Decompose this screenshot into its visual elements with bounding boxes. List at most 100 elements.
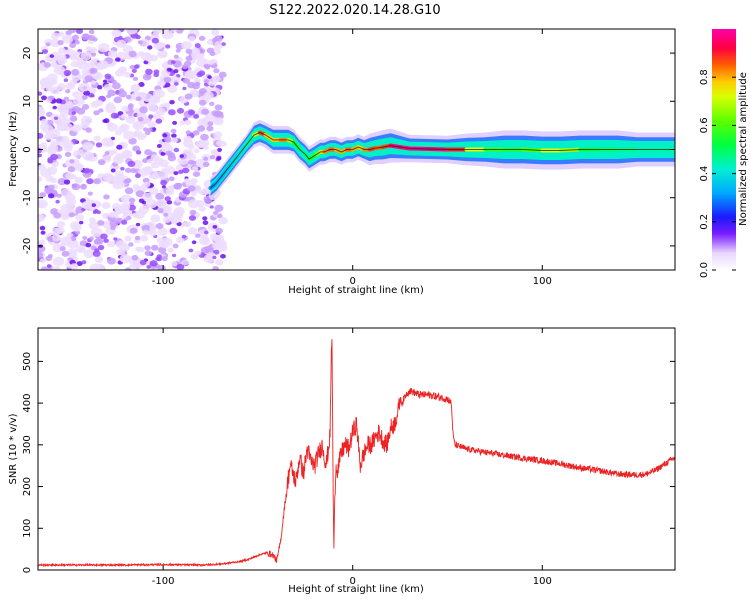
noise-blob <box>174 206 185 216</box>
noise-blob <box>213 131 223 139</box>
noise-blob <box>38 251 44 259</box>
noise-blob <box>172 253 177 258</box>
noise-blob <box>89 67 98 74</box>
noise-blob <box>85 46 92 52</box>
noise-blob <box>123 130 135 140</box>
noise-blob <box>127 104 134 110</box>
noise-blob <box>116 144 123 150</box>
noise-blob <box>39 225 46 231</box>
noise-blob <box>203 79 210 83</box>
noise-blob <box>89 263 102 270</box>
noise-blob <box>188 227 198 235</box>
noise-blob <box>175 29 184 34</box>
noise-blob <box>209 101 215 107</box>
noise-blob <box>125 29 138 35</box>
noise-blob <box>142 73 152 81</box>
noise-blob <box>213 210 219 215</box>
noise-blob <box>49 54 55 58</box>
ridge-mid-band <box>210 126 675 194</box>
noise-blob <box>207 75 212 79</box>
noise-blob <box>92 250 101 257</box>
noise-blob <box>144 149 153 156</box>
noise-blob <box>118 125 128 133</box>
noise-blob <box>172 120 178 125</box>
noise-blob <box>70 61 79 68</box>
noise-blob <box>152 29 162 35</box>
noise-blob <box>110 225 116 231</box>
noise-blob <box>218 71 227 78</box>
noise-blob <box>38 239 46 246</box>
noise-blob <box>198 35 206 41</box>
noise-blob <box>135 173 141 179</box>
noise-blob <box>128 242 134 247</box>
ridge-centerline <box>210 132 675 189</box>
noise-blob <box>102 79 107 83</box>
noise-blob <box>173 54 179 59</box>
noise-blob <box>195 250 202 256</box>
noise-blob <box>135 150 142 155</box>
noise-blob <box>68 29 77 34</box>
noise-blob <box>48 128 61 138</box>
noise-blob <box>135 246 142 252</box>
spectrogram-y-tick-label: -20 <box>22 238 33 254</box>
noise-blob <box>188 109 195 116</box>
noise-blob <box>52 256 65 266</box>
noise-blob <box>38 106 45 115</box>
noise-blob <box>76 107 86 115</box>
noise-blob <box>214 40 225 49</box>
noise-blob <box>68 251 78 259</box>
noise-blob <box>192 130 200 136</box>
noise-blob <box>47 193 55 199</box>
noise-blob <box>139 106 148 114</box>
noise-blob <box>155 107 166 116</box>
noise-blob <box>209 205 214 209</box>
noise-blob <box>73 96 85 106</box>
noise-blob <box>68 82 75 87</box>
noise-blob <box>204 245 212 252</box>
noise-blob <box>38 164 46 171</box>
noise-blob <box>153 113 161 120</box>
noise-blob <box>74 164 84 172</box>
noise-blob <box>207 121 214 127</box>
noise-blob <box>155 199 167 208</box>
noise-blob <box>55 135 65 143</box>
noise-blob <box>144 245 151 251</box>
noise-blob <box>38 176 43 182</box>
noise-blob <box>65 89 71 94</box>
noise-blob <box>217 213 223 219</box>
noise-blob <box>95 142 103 148</box>
noise-blob <box>120 194 132 204</box>
noise-blob <box>220 253 226 259</box>
noise-blob <box>63 69 72 76</box>
noise-blob <box>130 168 137 173</box>
noise-blob <box>169 214 182 224</box>
noise-blob <box>45 175 54 182</box>
noise-blob <box>186 153 196 161</box>
noise-blob <box>83 90 90 96</box>
noise-blob <box>52 105 57 110</box>
noise-blob <box>191 89 198 95</box>
noise-blob <box>190 178 198 184</box>
noise-blob <box>59 246 66 252</box>
noise-blob <box>184 93 193 100</box>
noise-blob <box>41 95 47 101</box>
noise-blob <box>193 48 201 55</box>
noise-blob <box>167 154 177 162</box>
noise-blob <box>143 181 151 188</box>
noise-blob <box>90 80 97 86</box>
noise-blob <box>45 255 52 262</box>
snr-frame <box>37 327 676 571</box>
noise-blob <box>70 221 81 231</box>
noise-blob <box>94 99 104 107</box>
snr-y-axis-label: SNR (10 * v/v) <box>8 413 19 484</box>
noise-blob <box>80 51 92 61</box>
noise-blob <box>61 250 70 257</box>
noise-blob <box>47 144 59 153</box>
noise-blob <box>212 266 219 270</box>
noise-blob <box>147 45 153 50</box>
noise-blob <box>100 233 108 240</box>
snr-y-tick-label: 0 <box>22 567 33 573</box>
noise-blob <box>83 249 95 258</box>
noise-blob <box>39 258 47 264</box>
noise-blob <box>142 229 150 236</box>
